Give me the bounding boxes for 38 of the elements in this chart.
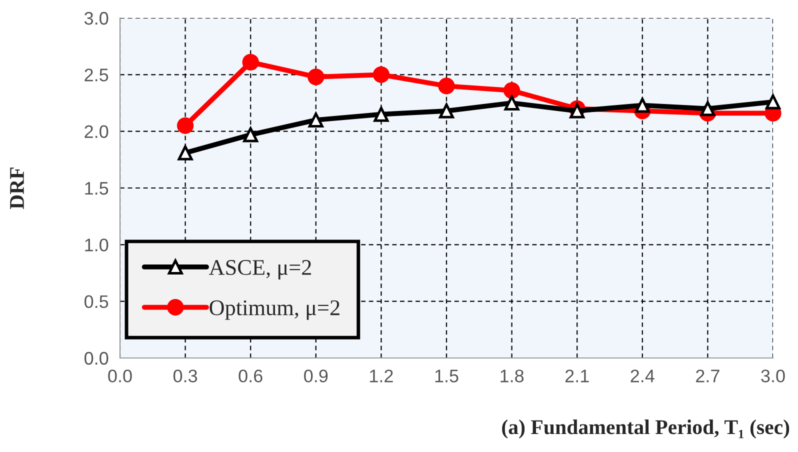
point <box>176 117 194 134</box>
x-tick-label: 3.0 <box>761 370 785 382</box>
x-tick-label: 0.0 <box>108 370 132 382</box>
x-tick-label: 1.2 <box>370 370 393 382</box>
x-tick-label: 0.3 <box>173 370 198 382</box>
y-tick-label: 2.0 <box>84 125 108 138</box>
x-tick-label: 1.8 <box>500 370 524 382</box>
y-tick-label: 1.5 <box>85 182 108 195</box>
y-axis-title: DRF <box>10 168 24 210</box>
point <box>438 78 455 94</box>
point <box>503 82 520 99</box>
x-tick-label: 0.9 <box>304 370 328 382</box>
point <box>308 68 324 86</box>
x-tick-label: 2.7 <box>696 370 720 382</box>
y-tick-label: 2.5 <box>84 68 108 82</box>
y-tick-label: 1.0 <box>85 238 108 252</box>
point <box>243 127 258 142</box>
point <box>178 145 193 160</box>
legend-label: ASCE, μ=2 <box>208 260 311 280</box>
point <box>504 96 520 110</box>
x-tick-label: 2.1 <box>565 370 589 382</box>
point <box>439 103 454 118</box>
point <box>634 98 650 113</box>
point <box>374 106 389 122</box>
legend-label: Optimum, μ=2 <box>210 300 340 320</box>
point <box>372 66 390 83</box>
y-tick-label: 0.0 <box>84 352 108 365</box>
x-tick-label: 2.4 <box>630 370 654 382</box>
point <box>700 101 716 116</box>
point <box>242 54 259 71</box>
x-tick-label: 0.6 <box>238 370 262 382</box>
x-tick-label: 1.5 <box>435 370 458 382</box>
x-axis-title: (a) Fundamental Period, T₁ (sec) <box>502 420 790 438</box>
y-tick-label: 0.5 <box>84 295 108 308</box>
point <box>766 94 780 110</box>
point <box>308 112 324 128</box>
point <box>570 103 585 118</box>
y-tick-label: 3.0 <box>84 12 108 25</box>
